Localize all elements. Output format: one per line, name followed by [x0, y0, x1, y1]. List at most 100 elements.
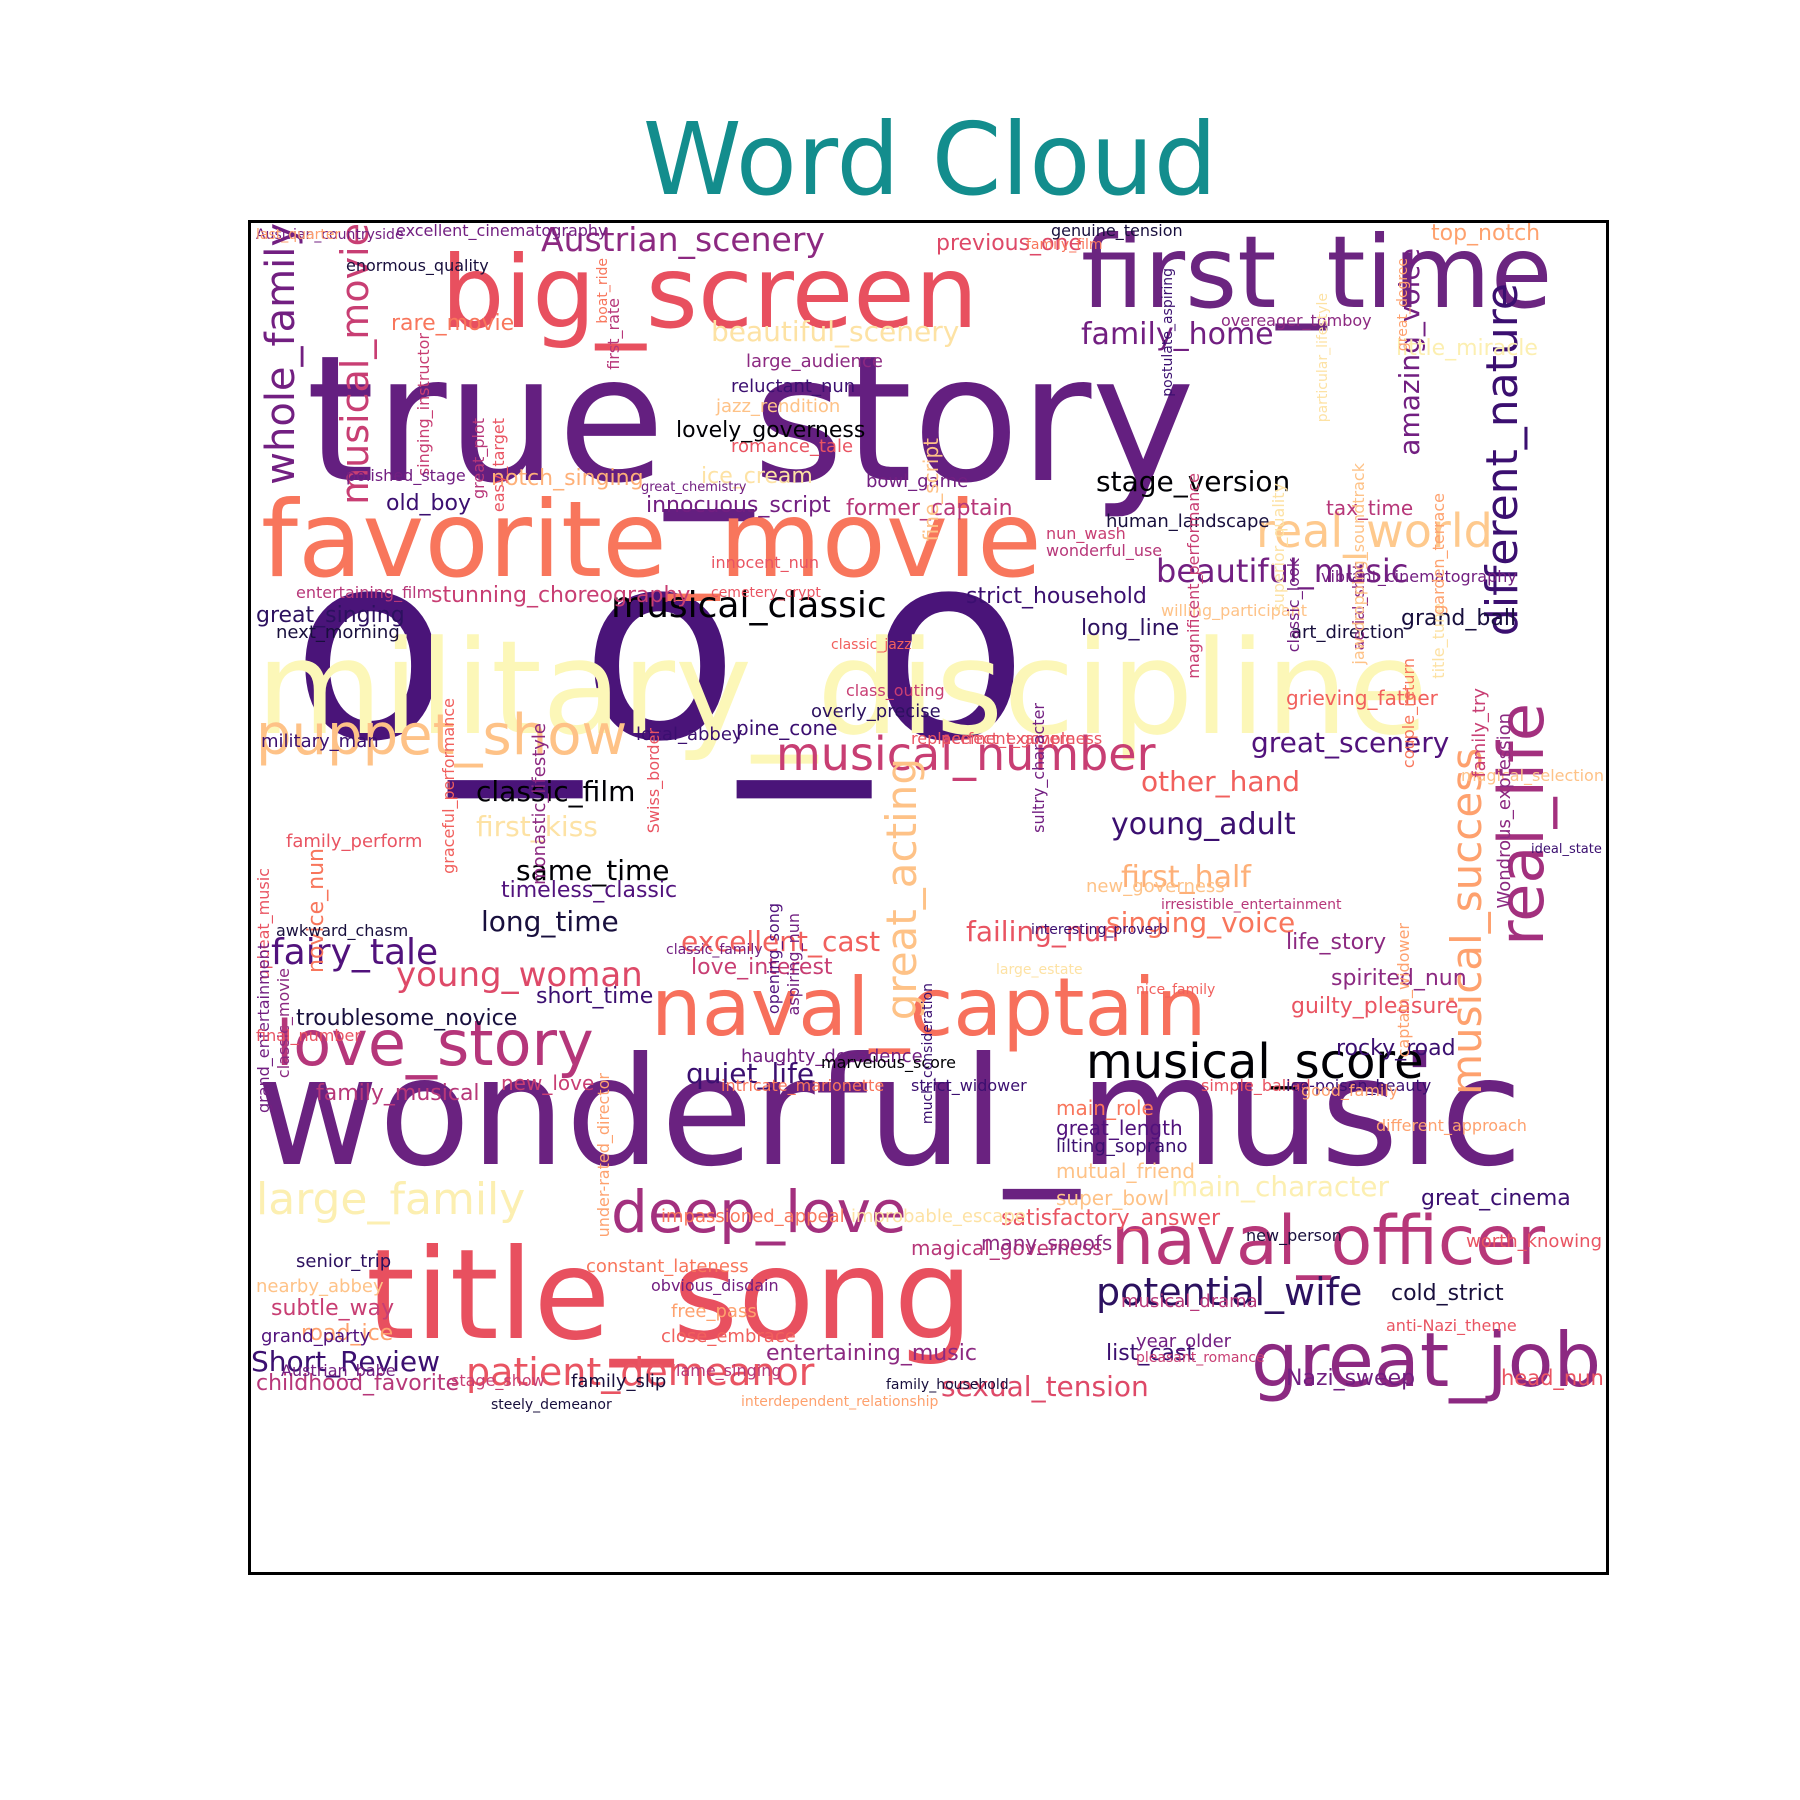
word-awkward-chasm: awkward_chasm — [276, 921, 409, 940]
word-large-audience: large_audience — [746, 351, 883, 372]
word-class-outing: class_outing — [846, 681, 945, 700]
word-family-household: family_household — [886, 1377, 1009, 1393]
word-family-film: family_film — [1026, 237, 1103, 253]
word-rare-movie: rare_movie — [391, 311, 515, 336]
word-musical-drama: musical_drama — [1121, 1291, 1258, 1312]
word-main-character: main_character — [1171, 1170, 1390, 1203]
word-wonderful-music: wonderful_music — [256, 1026, 1523, 1200]
word-long-time: long_time — [481, 905, 619, 938]
word-fairy-tale: fairy_tale — [271, 932, 439, 973]
word-constant-lateness: constant_lateness — [586, 1256, 749, 1277]
word-naval-officer: naval_officer — [1111, 1202, 1546, 1281]
word-nun-wash: nun_wash — [1046, 524, 1126, 543]
word-favorite-movie: favorite_movie — [261, 479, 1042, 601]
word-novice-nun: novice_nun — [304, 848, 329, 973]
word-excellent-cinematography: excellent_cinematography — [396, 221, 608, 240]
word-large-estate: large_estate — [996, 962, 1083, 978]
word-o-o-o: o_o_o — [291, 497, 1029, 799]
word-replacement-governess: replacement_governess — [911, 729, 1103, 748]
word-love-story: love_story — [276, 1007, 594, 1080]
word-quiet-life: quiet_life — [686, 1057, 815, 1090]
word-final-number: final_number — [256, 1026, 361, 1045]
word-swiss-border: Swiss_border — [644, 728, 663, 834]
word-lame-singing: lame_singing — [676, 1361, 782, 1380]
word-classic-family: classic_family — [666, 942, 763, 958]
word-lilting-soprano: lilting_soprano — [1056, 1136, 1188, 1157]
word-childhood-favorite: childhood_favorite — [256, 1371, 460, 1396]
word-big-screen: big_screen — [441, 234, 979, 351]
word-free-pass: free_pass — [671, 1301, 757, 1322]
word-military-man: military_man — [261, 731, 379, 752]
word-magnificent-performance: magnificent_performance — [1184, 473, 1203, 679]
word-timeless-classic: timeless_classic — [501, 878, 678, 903]
word-new-person: new_person — [1246, 1226, 1342, 1245]
word-irresistible-entertainment: irresistible_entertainment — [1161, 897, 1342, 913]
word-musical-score: musical_score — [1086, 1034, 1424, 1090]
word-lovely-governess: lovely_governess — [676, 418, 866, 443]
word-captain-widower: captain_widower — [1394, 923, 1413, 1058]
word-subtle-way: subtle_way — [271, 1296, 395, 1321]
word-many-spoofs: many_spoofs — [981, 1231, 1113, 1255]
word-head-nun: head_nun — [1501, 1366, 1604, 1390]
word-senior-trip: senior_trip — [296, 1251, 392, 1272]
word-mutual-friend: mutual_friend — [1056, 1159, 1195, 1183]
word-long-line: long_line — [1081, 616, 1180, 641]
word-list-cast: list_cast — [1106, 1341, 1195, 1366]
word-young-woman: young_woman — [396, 955, 643, 995]
word-classic-film: classic_film — [476, 775, 636, 808]
word-grieving-father: grieving_father — [1286, 686, 1438, 710]
word-little-miracle: little_miracle — [1396, 336, 1538, 361]
word-overeager-tomboy: overeager_tomboy — [1221, 311, 1372, 330]
word-simple-ballad: simple_ballad — [1201, 1076, 1311, 1095]
word-singing-instructor: singing_instructor — [414, 333, 433, 477]
word-beautiful-scenery: beautiful_scenery — [711, 315, 960, 348]
word-cloud: o_o_o true_story wonderful_music military_d… — [251, 223, 1606, 1572]
word-worth-knowing: worth_knowing — [1466, 1231, 1603, 1252]
word-wonderful-use: wonderful_use — [1046, 541, 1163, 560]
word-tax-time: tax_time — [1326, 496, 1414, 520]
word-cold-strict: cold_strict — [1391, 1281, 1504, 1306]
word-failing-nun: failing_nun — [966, 915, 1120, 948]
word-ice-cream: ice_cream — [701, 464, 813, 489]
word-excellent-cast: excellent_cast — [681, 925, 881, 958]
word-potential-wife: potential_wife — [1096, 1270, 1363, 1314]
word-first-time: first_time — [1081, 220, 1553, 331]
word-steely-demeanor: steely_demeanor — [491, 1397, 612, 1413]
word-former-captain: former_captain — [846, 496, 1013, 521]
word-polished-stage: polished_stage — [346, 466, 466, 485]
word-improbable-escape: improbable_escape — [851, 1206, 1026, 1227]
word-super-bowl: super_bowl — [1056, 1186, 1170, 1210]
word-different-approach: different_approach — [1376, 1116, 1527, 1135]
word-art-direction: art_direction — [1291, 622, 1405, 643]
word-opening-song: opening_song — [764, 903, 783, 1015]
word-spirited-nun: spirited_nun — [1331, 966, 1467, 991]
word-jazz-rendition: jazz_rendition — [716, 396, 841, 417]
word-magical-selection: magical_selection — [1461, 766, 1604, 785]
word-title-song: title_song — [366, 1223, 974, 1368]
word-nazi-sweep: Nazi_sweep — [1286, 1366, 1416, 1391]
word-grand-ball: grand_ball — [1401, 606, 1517, 631]
word-real-world: real_world — [1256, 504, 1493, 558]
word-great-acting: great_acting — [877, 758, 926, 1021]
word-intricate-marionette: intricate_marionette — [721, 1076, 885, 1095]
word-notch-singing: notch_singing — [491, 466, 644, 491]
word-family-slip: family_slip — [571, 1371, 667, 1392]
word-monastic-lifestyle: monastic_lifestyle — [529, 723, 550, 885]
word-garden-terrace: garden_terrace — [1429, 493, 1448, 615]
word-main-role: main_role — [1056, 1096, 1154, 1120]
word-classic-jazz: classic_jazz — [831, 637, 912, 653]
word-new-governess: new_governess — [1086, 876, 1225, 897]
word-grand-party: grand_party — [261, 1326, 371, 1347]
word-austrian-babe: Austrian_babe — [281, 1361, 396, 1380]
word-classic-movie: classic_movie — [274, 968, 293, 1079]
word-easy-target: easy_target — [489, 418, 508, 513]
word-old-boy: old_boy — [386, 491, 471, 516]
word-close-embrace: close_embrace — [661, 1326, 796, 1347]
word-last-quarter: last_quarter — [256, 227, 341, 243]
word-entertaining-music: entertaining_music — [766, 1341, 977, 1366]
word-top-notch: top_notch — [1431, 221, 1541, 246]
word-obvious-disdain: obvious_disdain — [651, 1276, 779, 1295]
word-beautiful-music: beautiful_music — [1156, 552, 1409, 590]
word-troublesome-novice: troublesome_novice — [296, 1006, 518, 1031]
word-ideal-state: ideal_state — [1531, 842, 1602, 857]
